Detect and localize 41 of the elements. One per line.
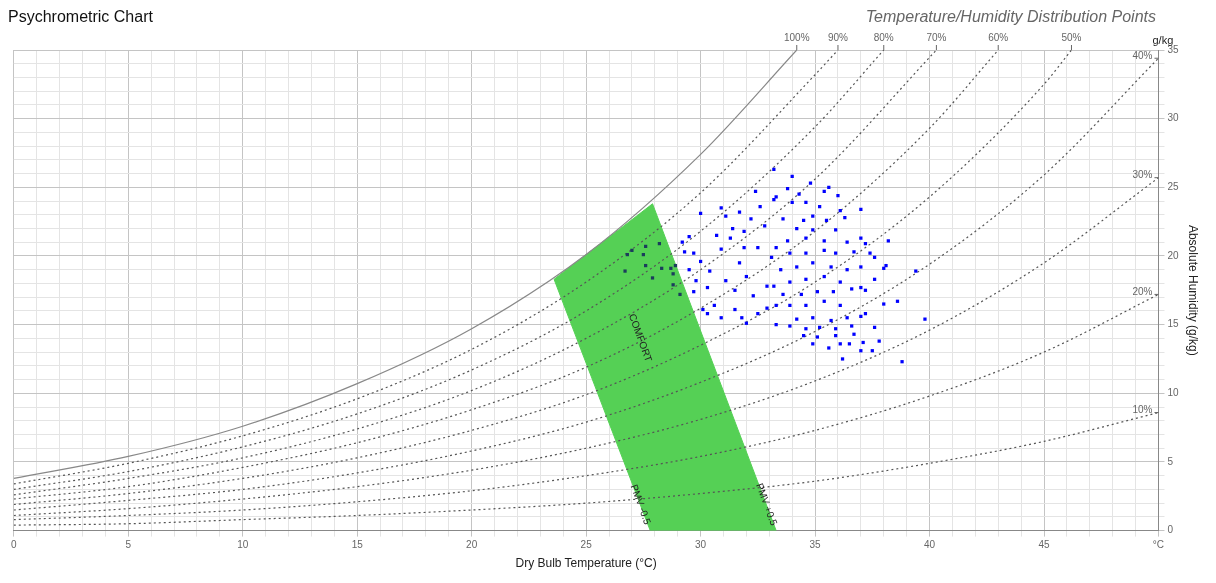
chart-title: Psychrometric Chart xyxy=(8,8,153,26)
point xyxy=(630,248,634,253)
x-tick-label: 5 xyxy=(125,539,132,551)
y-tick-label: 10 xyxy=(1167,387,1180,399)
x-tick-label: 20 xyxy=(466,539,478,551)
y-tick-label: 20 xyxy=(1167,249,1180,261)
x-axis-title: Dry Bulb Temperature (°C) xyxy=(515,556,657,571)
y-tick-label: 15 xyxy=(1167,318,1180,330)
annotation: PMV -0.5 xyxy=(628,482,654,527)
x-tick-label: 45 xyxy=(1038,539,1051,551)
chart-subtitle: Temperature/Humidity Distribution Points xyxy=(865,8,1156,26)
series-label: 20% xyxy=(1132,286,1153,298)
y-tick-label: 25 xyxy=(1167,181,1180,193)
series-label: 100% xyxy=(783,31,810,43)
point xyxy=(678,292,682,297)
series-label: 30% xyxy=(1132,169,1153,181)
x-tick-label: 30 xyxy=(695,539,707,551)
series-label: 80% xyxy=(873,31,894,43)
series-label: 10% xyxy=(1132,404,1153,416)
annotation: PMV +0.5 xyxy=(754,481,780,528)
x-tick-label: 40 xyxy=(923,539,936,551)
y-tick-label: 0 xyxy=(1167,524,1174,536)
x-tick-label: 15 xyxy=(351,539,364,551)
x-tick-label: 0 xyxy=(11,539,17,551)
y-tick-label: 30 xyxy=(1167,112,1180,124)
series-label: 70% xyxy=(926,31,947,43)
y-axis-title: Absolute Humidity (g/kg) xyxy=(1186,224,1201,356)
point xyxy=(671,272,675,276)
x-tick-label: 35 xyxy=(809,539,822,551)
x-tick-label: 10 xyxy=(237,539,249,551)
point xyxy=(623,269,627,273)
series-label: 40% xyxy=(1132,49,1153,61)
x-tick-label: 25 xyxy=(580,539,593,551)
y-tick-label: 5 xyxy=(1167,455,1174,467)
series-label: 90% xyxy=(827,31,849,43)
series-label: 50% xyxy=(1061,31,1082,43)
point xyxy=(671,283,675,287)
point xyxy=(650,276,655,280)
series-label: 60% xyxy=(988,31,1009,43)
text: g/kg xyxy=(1152,33,1174,46)
x-tick-label: °C xyxy=(1152,539,1165,551)
